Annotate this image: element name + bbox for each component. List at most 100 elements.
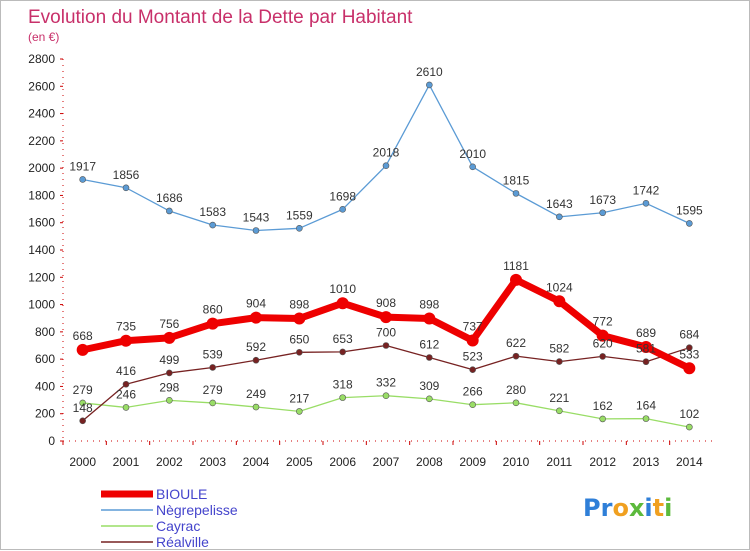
data-label: 700	[376, 326, 396, 340]
data-label: 772	[593, 315, 613, 329]
data-point	[120, 334, 132, 347]
data-label: 2610	[416, 65, 443, 79]
series-0-labels: 668 735 756 860 904 898 1010 908 898 737 1181 1024 7…	[73, 259, 700, 361]
data-point	[466, 334, 479, 347]
data-point	[250, 311, 262, 324]
data-point	[423, 312, 436, 325]
data-point	[380, 311, 392, 324]
data-point	[252, 227, 260, 234]
data-point	[599, 353, 606, 360]
data-point	[599, 415, 606, 423]
x-tick-label: 2005	[286, 455, 313, 469]
data-label: 2018	[373, 146, 400, 160]
data-label: 612	[419, 338, 439, 352]
series-1-labels: 1917 1856 1686 1583 1543 1559 1698 2018 2610 2010…	[69, 65, 703, 225]
data-label: 1643	[546, 197, 573, 211]
data-label: 898	[289, 297, 309, 311]
data-label: 622	[506, 336, 526, 350]
series-3	[79, 342, 693, 425]
legend-label: Nègrepelisse	[156, 502, 238, 518]
x-tick-label: 2009	[459, 455, 486, 469]
data-label: 309	[419, 379, 439, 393]
series-2	[79, 392, 693, 431]
y-tick-label: 2600	[28, 79, 55, 93]
data-label: 523	[463, 350, 483, 364]
y-tick-label: 1400	[28, 243, 55, 257]
y-tick-label: 1000	[28, 298, 55, 312]
data-point	[426, 81, 433, 89]
x-tick-label: 2007	[373, 455, 400, 469]
data-label: 1595	[676, 203, 703, 217]
x-axis-ticks: 2000 2001 2002 2003 2004 2005 2006 2007 2008 2009…	[62, 441, 703, 469]
series-3-labels: 148 416 499 539 592 650 653 700 612 523 622 582 620 5…	[73, 326, 700, 415]
data-point	[469, 401, 476, 409]
series-0	[76, 273, 696, 375]
y-tick-label: 200	[35, 407, 55, 421]
data-label: 148	[73, 401, 93, 415]
x-tick-label: 2013	[633, 455, 660, 469]
data-label: 684	[679, 328, 699, 342]
x-tick-label: 2002	[156, 455, 183, 469]
y-tick-label: 2000	[28, 161, 55, 175]
data-point	[209, 399, 216, 407]
data-point	[382, 162, 390, 169]
x-tick-label: 2012	[589, 455, 616, 469]
data-point	[642, 200, 650, 207]
data-point	[76, 343, 89, 356]
data-point	[166, 207, 173, 215]
data-label: 898	[419, 297, 439, 311]
data-point	[166, 369, 173, 377]
x-tick-label: 2006	[329, 455, 356, 469]
data-label: 581	[636, 342, 656, 356]
data-label: 1742	[633, 183, 660, 197]
data-label: 860	[203, 303, 223, 317]
y-tick-label: 2200	[28, 134, 55, 148]
legend-label: Réalville	[156, 534, 209, 550]
data-label: 904	[246, 297, 266, 311]
data-label: 1024	[546, 280, 573, 294]
data-label: 280	[506, 383, 526, 397]
proxiti-logo: Proxiti	[583, 494, 672, 522]
data-point	[339, 394, 346, 401]
data-point	[252, 403, 260, 411]
data-point	[209, 221, 216, 229]
data-label: 221	[549, 391, 569, 405]
data-point	[426, 354, 433, 361]
data-point	[469, 163, 476, 171]
series-1	[79, 81, 693, 234]
data-point	[122, 404, 130, 411]
data-label: 650	[289, 332, 309, 346]
data-label: 653	[333, 332, 353, 346]
data-label: 1583	[199, 205, 226, 219]
x-tick-label: 2001	[113, 455, 140, 469]
data-point	[512, 399, 520, 407]
data-point	[553, 295, 566, 308]
y-tick-label: 400	[35, 379, 55, 393]
data-label: 416	[116, 364, 136, 378]
data-label: 318	[333, 378, 353, 392]
data-label: 668	[73, 329, 93, 343]
chart-title: Evolution du Montant de la Dette par Hab…	[28, 7, 413, 28]
data-point	[686, 344, 693, 351]
data-label: 737	[463, 319, 483, 333]
data-point	[252, 356, 260, 364]
data-point	[79, 417, 86, 425]
data-point	[599, 209, 606, 217]
data-point	[642, 358, 650, 366]
data-point	[642, 415, 650, 422]
data-point	[510, 273, 522, 286]
data-point	[206, 317, 219, 330]
data-point	[339, 348, 346, 356]
data-point	[469, 366, 476, 373]
data-label: 1856	[113, 168, 140, 182]
data-label: 1543	[243, 210, 270, 224]
data-point	[640, 341, 652, 354]
data-label: 1181	[503, 259, 529, 273]
data-point	[426, 395, 433, 403]
data-label: 689	[636, 326, 656, 340]
data-point	[296, 349, 303, 356]
data-point	[512, 352, 520, 360]
